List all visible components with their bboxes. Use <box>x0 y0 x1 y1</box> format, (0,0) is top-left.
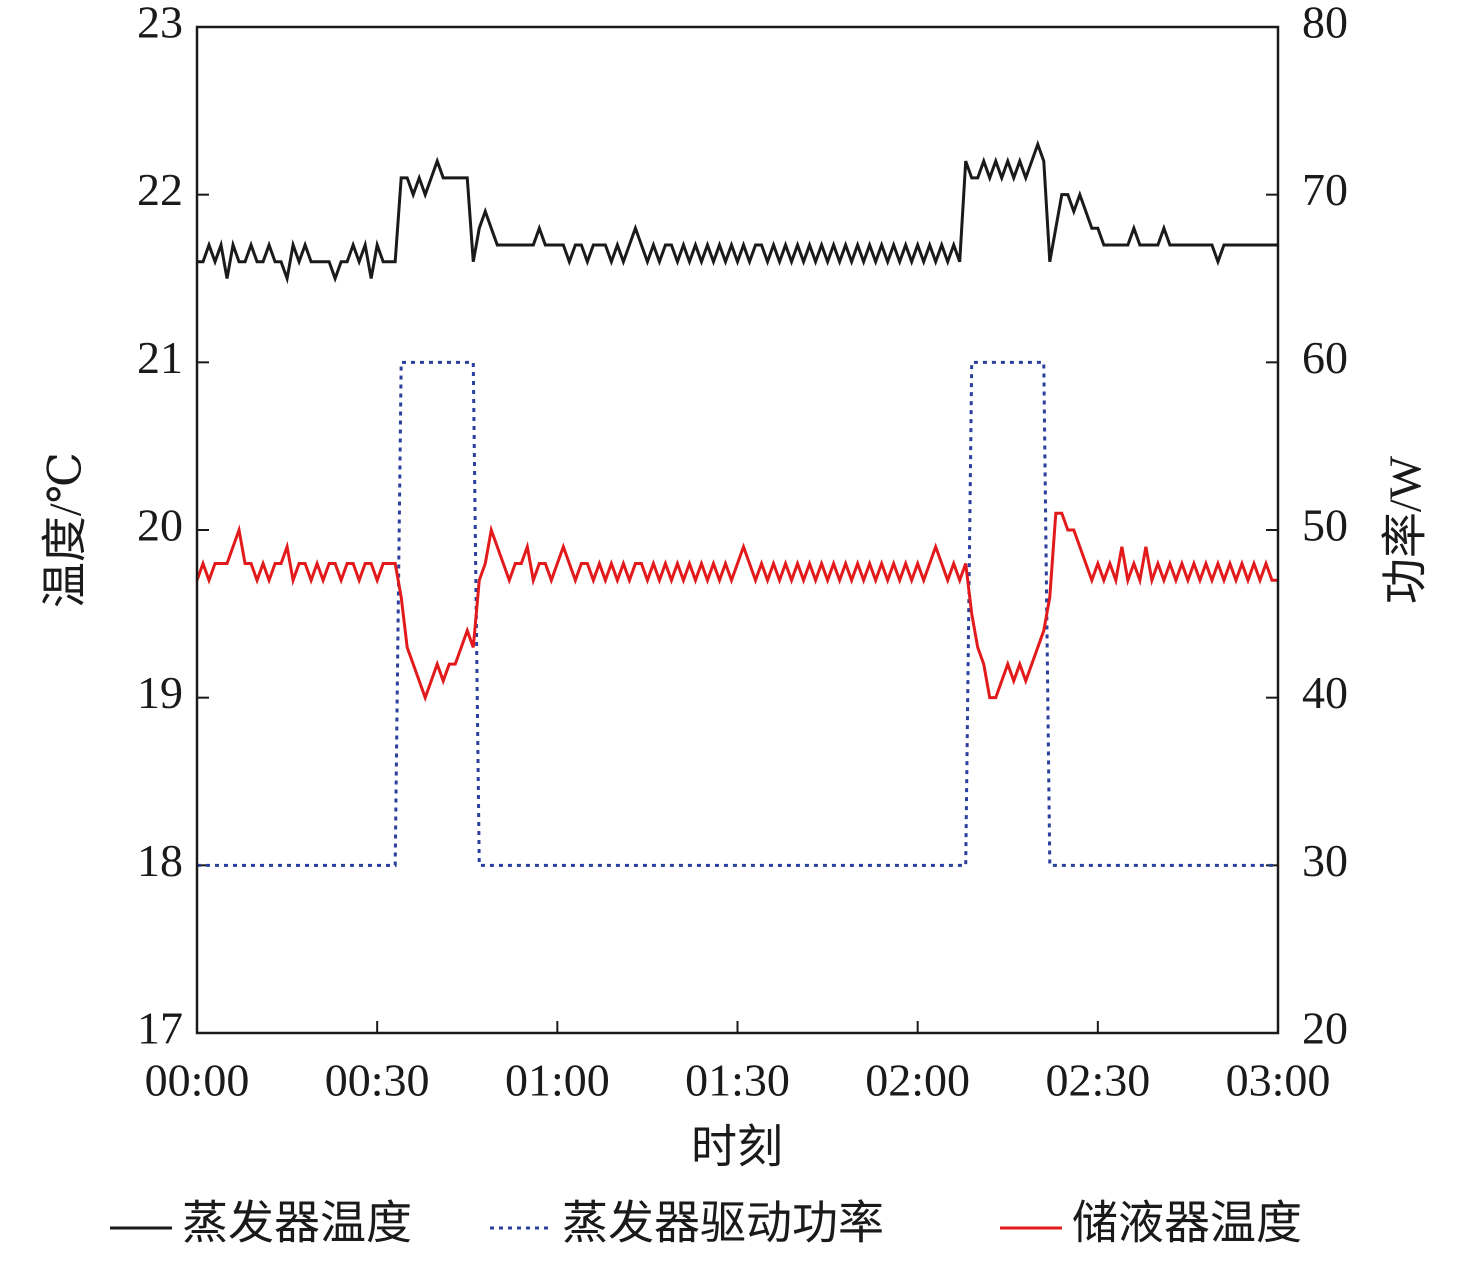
x-tick-label: 02:30 <box>1045 1055 1150 1106</box>
y-tick-label: 23 <box>137 0 183 48</box>
y2-tick-label: 80 <box>1302 0 1348 48</box>
y-tick-label: 18 <box>137 835 183 886</box>
plot-frame <box>195 25 1280 1035</box>
legend-label: 储液器温度 <box>1072 1198 1302 1249</box>
series-line <box>197 139 1278 285</box>
x-tick-label: 00:30 <box>325 1055 430 1106</box>
y-axis-label: 温度/℃ <box>40 452 91 608</box>
y-tick-label: 19 <box>137 667 183 718</box>
y-tick-label: 17 <box>137 1003 183 1054</box>
y2-tick-label: 60 <box>1302 332 1348 383</box>
y2-tick-label: 20 <box>1302 1003 1348 1054</box>
series-line <box>195 511 1278 703</box>
y2-axis-label: 功率/W <box>1380 455 1431 604</box>
legend-label: 蒸发器驱动功率 <box>562 1198 884 1249</box>
y-tick-label: 21 <box>137 332 183 383</box>
y-tick-label: 20 <box>137 500 183 551</box>
legend-label: 蒸发器温度 <box>182 1198 412 1249</box>
x-axis-label: 时刻 <box>691 1122 783 1173</box>
y2-tick-label: 30 <box>1302 835 1348 886</box>
x-tick-label: 00:00 <box>145 1055 250 1106</box>
y2-tick-label: 70 <box>1302 164 1348 215</box>
x-tick-label: 01:30 <box>685 1055 790 1106</box>
y2-tick-label: 50 <box>1302 500 1348 551</box>
y2-tick-label: 40 <box>1302 667 1348 718</box>
x-tick-label: 03:00 <box>1226 1055 1331 1106</box>
series-line <box>197 360 1278 867</box>
x-tick-label: 02:00 <box>865 1055 970 1106</box>
y-tick-label: 22 <box>137 164 183 215</box>
x-tick-label: 01:00 <box>505 1055 610 1106</box>
